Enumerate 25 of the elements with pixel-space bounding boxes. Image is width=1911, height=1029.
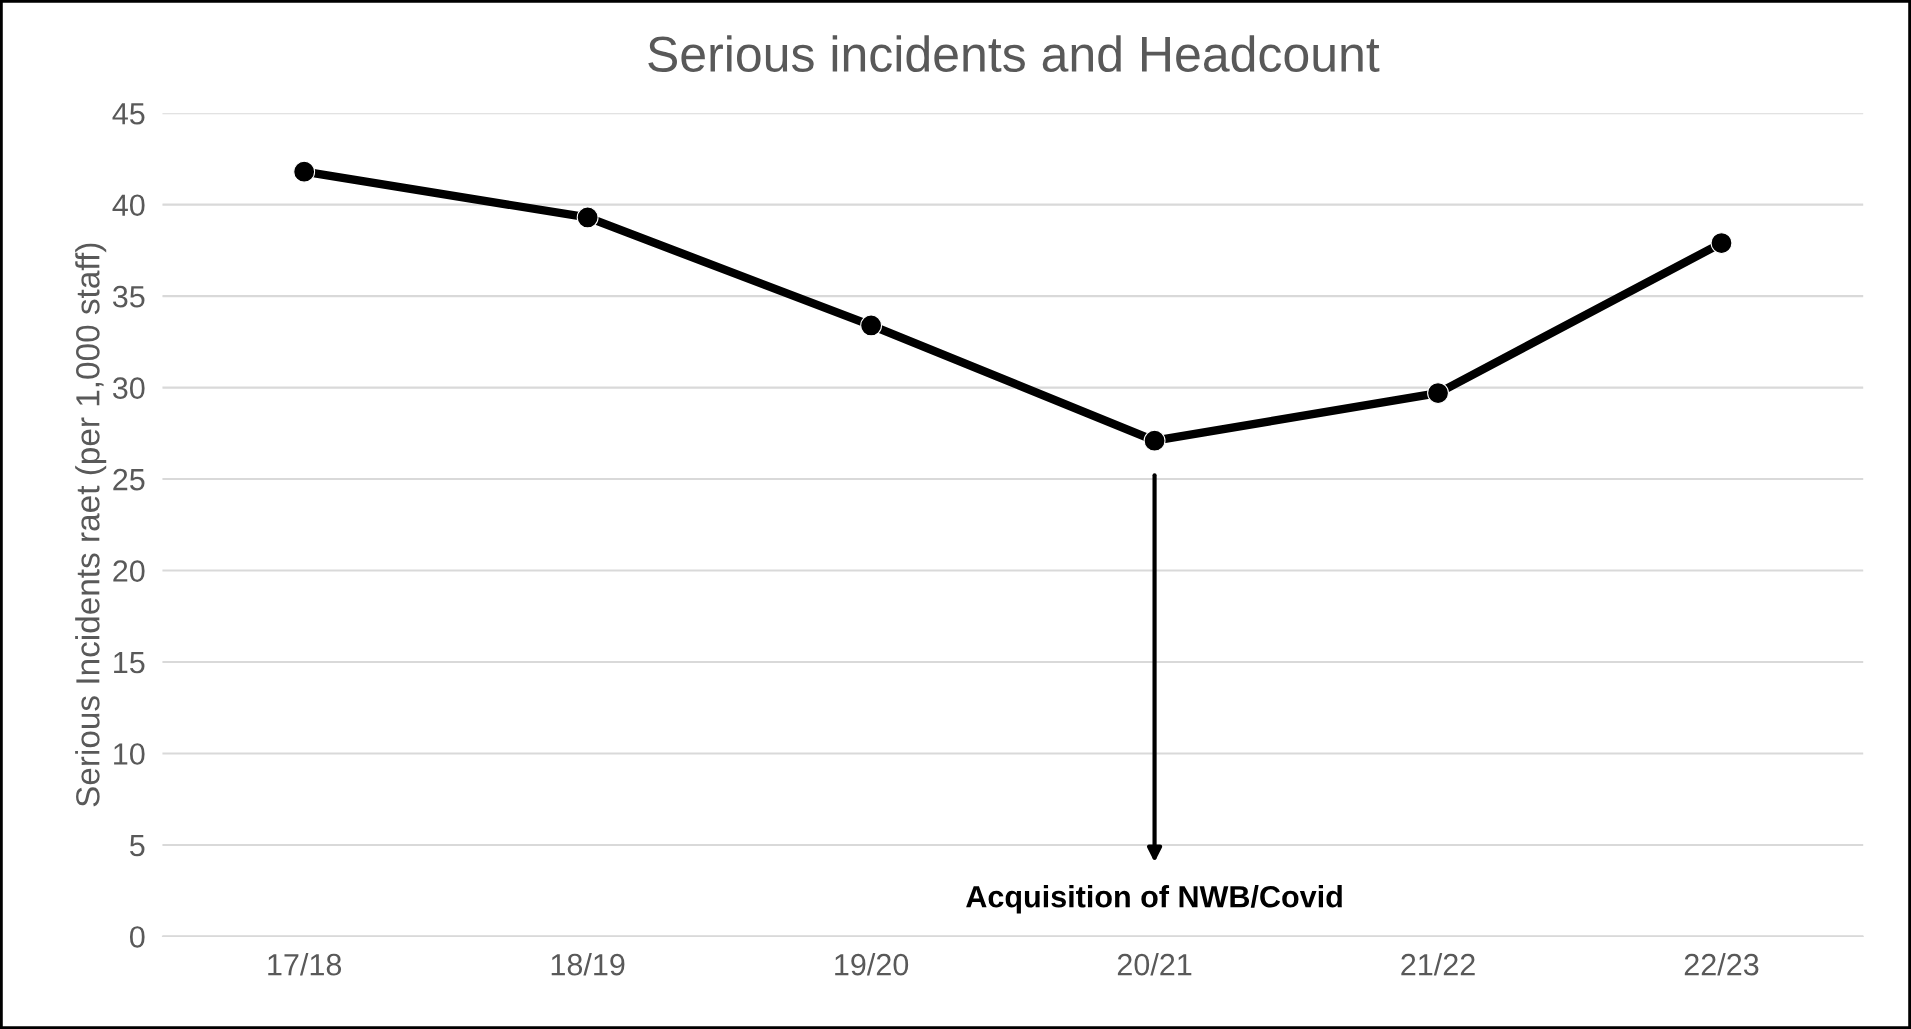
x-tick-label: 21/22 — [1401, 953, 1475, 976]
y-tick-label: 35 — [112, 285, 145, 308]
chart-title: Serious incidents and Headcount — [648, 35, 1380, 73]
y-tick-label: 10 — [114, 743, 145, 765]
point — [293, 160, 316, 183]
x-tick-label: 17/18 — [268, 953, 342, 976]
point — [1710, 232, 1733, 255]
y-tick-label: 30 — [112, 377, 145, 399]
x-tick-label: 22/23 — [1684, 953, 1759, 976]
y-tick-label: 5 — [130, 834, 145, 857]
point — [860, 314, 883, 337]
y-tick-label: 20 — [113, 560, 145, 582]
point — [1427, 382, 1449, 405]
y-tick-label: 0 — [129, 926, 145, 948]
x-tick-label: 20/21 — [1117, 953, 1192, 976]
y-tick-label: 15 — [114, 652, 145, 674]
y-tick-label: 45 — [112, 103, 145, 125]
x-tick-label: 19/20 — [835, 953, 909, 976]
point — [576, 206, 599, 229]
y-tick-label: 25 — [113, 468, 145, 491]
y-tick-label: 40 — [112, 194, 145, 217]
y-axis-title: Serious Incidents raet (per 1,000 staff) — [75, 243, 107, 807]
annotation: Acquisition of NWB/Covid — [966, 885, 1342, 914]
x-tick-label: 18/19 — [551, 953, 625, 976]
point — [1143, 429, 1166, 452]
